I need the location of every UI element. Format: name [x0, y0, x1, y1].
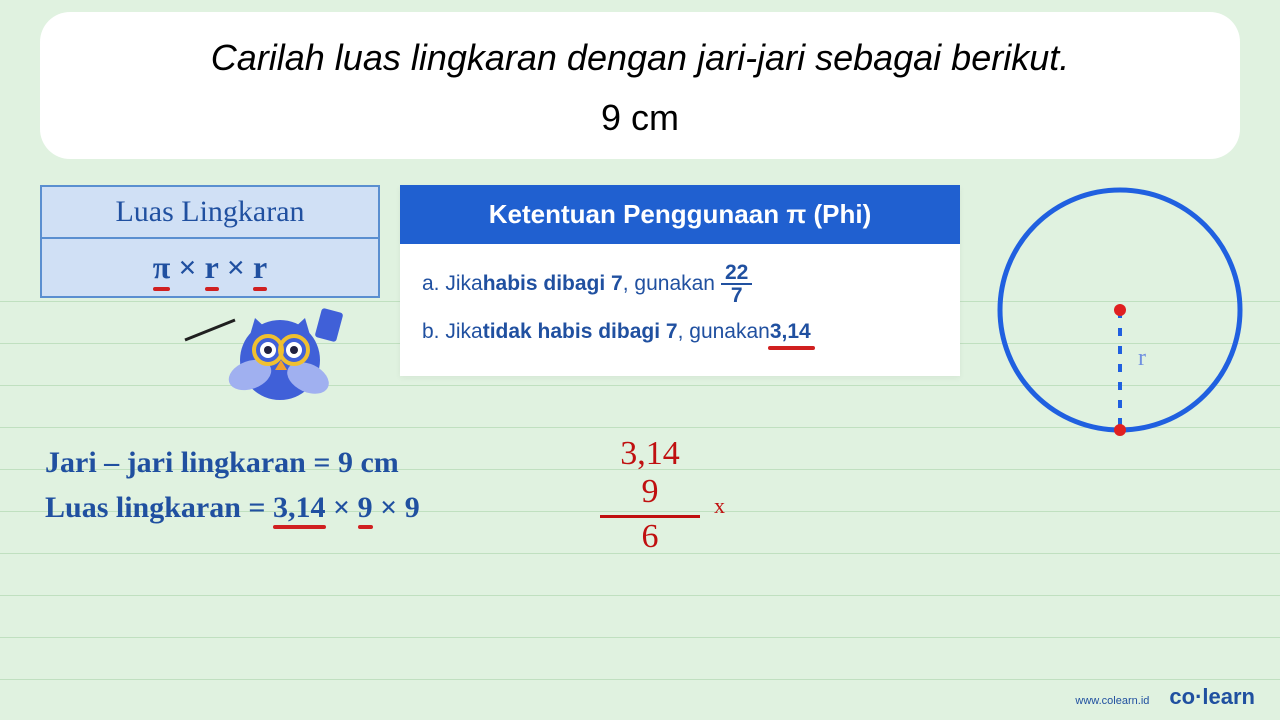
- formula-r2: r: [253, 249, 267, 285]
- work-times1: ×: [326, 491, 358, 524]
- formula-r1: r: [205, 249, 219, 285]
- work-line1-val: 9 cm: [338, 446, 399, 479]
- rule-b-suffix: , gunakan: [678, 320, 770, 344]
- logo-post: learn: [1202, 684, 1255, 709]
- rule-a-prefix: a. Jika: [422, 272, 483, 296]
- rules-header: Ketentuan Penggunaan π (Phi): [400, 185, 960, 244]
- radius-label: r: [1138, 345, 1146, 371]
- work-rest: × 9: [373, 491, 420, 524]
- footer-logo: co·learn: [1169, 684, 1255, 710]
- rule-a-fraction: 22 7: [721, 262, 752, 306]
- footer: www.colearn.id co·learn: [1075, 684, 1255, 710]
- rule-a-suffix: , gunakan: [623, 272, 715, 296]
- rules-body: a. Jika habis dibagi 7 , gunakan 22 7 b.…: [400, 244, 960, 376]
- question-value: 9 cm: [70, 97, 1210, 139]
- work-r1: 9: [358, 491, 373, 524]
- calc-top: 3,14: [600, 435, 700, 473]
- rule-a-bold: habis dibagi 7: [483, 272, 623, 296]
- rule-a: a. Jika habis dibagi 7 , gunakan 22 7: [422, 262, 938, 306]
- hand-calculation: 3,14 9 6 x: [600, 435, 700, 556]
- question-box: Carilah luas lingkaran dengan jari-jari …: [40, 12, 1240, 159]
- owl-pointer: [185, 320, 235, 340]
- formula-pi: π: [153, 249, 171, 285]
- owl-pupil-right: [290, 346, 298, 354]
- owl-mascot: [180, 290, 360, 410]
- footer-url: www.colearn.id: [1075, 695, 1149, 707]
- formula-times2: ×: [227, 249, 245, 285]
- formula-title: Luas Lingkaran: [42, 187, 378, 239]
- circle-diagram: r: [990, 180, 1250, 440]
- owl-pupil-left: [264, 346, 272, 354]
- formula-times1: ×: [178, 249, 196, 285]
- formula-box: Luas Lingkaran π × r × r: [40, 185, 380, 298]
- work-area: Jari – jari lingkaran = 9 cm Luas lingka…: [45, 440, 420, 530]
- question-text: Carilah luas lingkaran dengan jari-jari …: [70, 37, 1210, 79]
- center-point: [1114, 304, 1126, 316]
- fraction-bot: 7: [731, 285, 743, 306]
- rule-b-bold: tidak habis dibagi 7: [483, 320, 678, 344]
- rule-b-value: 3,14: [770, 320, 811, 344]
- calc-result: 6: [600, 518, 700, 556]
- work-line1: Jari – jari lingkaran = 9 cm: [45, 440, 420, 485]
- fraction-top: 22: [721, 262, 752, 285]
- edge-point: [1114, 424, 1126, 436]
- formula-body: π × r × r: [42, 239, 378, 296]
- logo-pre: co: [1169, 684, 1195, 709]
- owl-book: [314, 308, 343, 343]
- calc-mult: x: [714, 493, 725, 519]
- rules-box: Ketentuan Penggunaan π (Phi) a. Jika hab…: [400, 185, 960, 376]
- work-line2-pre: Luas lingkaran =: [45, 491, 273, 524]
- rule-b: b. Jika tidak habis dibagi 7 , gunakan 3…: [422, 320, 938, 344]
- calc-mid: 9: [600, 473, 700, 511]
- work-pi-val: 3,14: [273, 491, 326, 524]
- work-line1-pre: Jari – jari lingkaran =: [45, 446, 338, 479]
- rule-b-prefix: b. Jika: [422, 320, 483, 344]
- work-line2: Luas lingkaran = 3,14 × 9 × 9: [45, 485, 420, 530]
